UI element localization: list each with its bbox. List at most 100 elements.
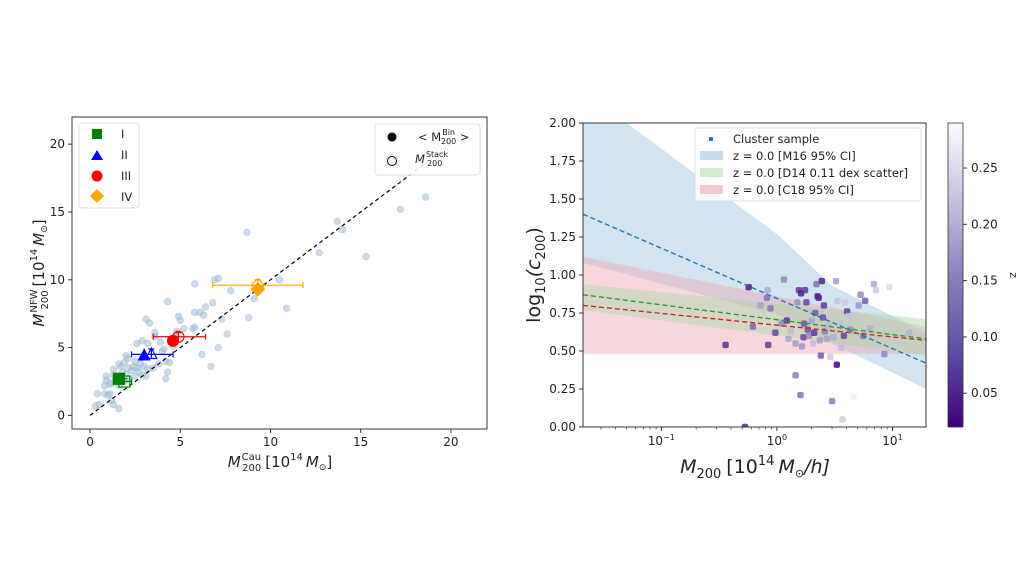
cluster-point [772,329,779,336]
cluster-point [787,328,795,335]
sample-point [144,339,152,348]
right-axis-ticks: 10−1 100 101 0.00 0.25 0.50 0.75 1.00 1.25 1.50 1.… [549,116,902,448]
cluster-point [757,302,764,309]
cluster-point [767,305,774,312]
cluster-point [764,341,772,349]
legend-square-marker [92,129,102,139]
cluster-point [801,287,809,294]
cluster-point [840,332,848,339]
right-y-axis-label: log10(c200) [523,227,549,323]
cluster-point [838,344,845,352]
colorbar-tick-label: 0.25 [971,161,998,175]
sample-point [124,354,132,363]
sample-point [106,390,114,398]
legend-label-III: III [121,169,131,183]
sample-point [207,362,215,371]
sample-point [209,299,217,307]
sample-point [315,248,323,257]
x-tick-label: 101 [882,433,902,448]
cluster-point [845,312,852,320]
cluster-point [809,340,817,347]
cluster-point [850,393,857,400]
cluster-point [764,287,771,294]
cluster-point [832,277,840,285]
sample-point [142,372,150,380]
bin-mean-marker-IV [250,281,266,297]
y-tick-label: 10 [50,273,65,287]
sample-point [115,404,123,413]
left-axis-ticks: 0 5 10 15 20 0 5 10 15 20 [50,137,459,449]
x-tick-label: 10−1 [648,433,675,448]
sample-point [275,276,284,284]
cluster-point [820,302,828,309]
legend-label-d14: z = 0.0 [D14 0.11 dex scatter] [733,166,908,180]
sample-point [109,365,118,374]
colorbar-tick-label: 0.10 [971,330,998,344]
sample-point [163,297,172,306]
legend-d14-band [700,168,723,177]
sample-point [223,330,231,338]
cluster-point [861,297,869,305]
cluster-point [798,343,806,350]
cluster-point [763,294,771,301]
sample-point [214,274,222,283]
sample-point [180,324,188,333]
bin-mean-marker-III [166,334,180,347]
cluster-point [783,317,791,324]
cluster-point [797,391,804,399]
sample-point [145,319,154,327]
sample-point [198,350,206,359]
cluster-point [833,361,841,368]
sample-point [165,358,174,367]
mass-comparison-panel: 0 5 10 15 20 0 5 10 15 20 MCau 200 [1014 M⊙] MNFW200… [29,116,488,474]
cluster-point [836,320,843,327]
cluster-point [780,276,788,283]
sample-point [214,343,222,352]
bin-mean-marker-I [112,372,126,385]
colorbar-tick-label: 0.15 [971,274,998,288]
sample-point [227,286,235,295]
y-tick-label: 0.25 [549,382,576,396]
left-x-axis-label: MCau 200 [1014 M⊙] [228,452,333,474]
cluster-point [808,317,815,324]
x-tick-label: 100 [767,433,787,448]
cluster-point [803,299,810,306]
legend-label-I: I [121,127,124,141]
cluster-point [834,297,841,305]
cluster-point [855,302,862,309]
cluster-point [870,280,878,288]
cluster-point [749,323,757,330]
y-tick-label: 1.50 [549,192,576,206]
sample-point [190,323,199,331]
colorbar-label: z [1007,272,1020,278]
cluster-point [857,291,864,298]
x-tick-label: 10 [263,435,278,449]
cluster-point [785,335,792,343]
sample-point [176,316,184,325]
right-x-axis-label: M200 [1014 M⊙/h] [680,454,830,482]
sample-point [245,314,253,322]
cluster-point [792,372,799,379]
right-legend: Cluster sample z = 0.0 [M16 95% CI] z = … [694,127,922,202]
left-y-axis-label: MNFW200[1014M⊙] [29,219,51,326]
sample-point [102,372,110,380]
relation-line-m16 [583,213,926,364]
cluster-point [839,416,846,423]
colorbar-tick-label: 0.05 [971,386,998,400]
sample-point [93,390,101,398]
legend-filled-marker [387,132,397,142]
sample-point [338,225,347,234]
colorbar-gradient [947,122,964,428]
cluster-point [866,325,874,332]
legend-triangle-marker [91,150,103,160]
legend-label-II: II [121,148,128,162]
left-axes-frame [71,116,488,430]
legend-c18-band [700,185,723,194]
sample-point [109,400,118,409]
cluster-point [830,334,837,341]
band-c18 [583,256,926,355]
cluster-point [813,280,820,288]
x-tick-label: 0 [86,435,94,449]
sample-point [283,304,291,312]
sample-point [95,400,103,409]
